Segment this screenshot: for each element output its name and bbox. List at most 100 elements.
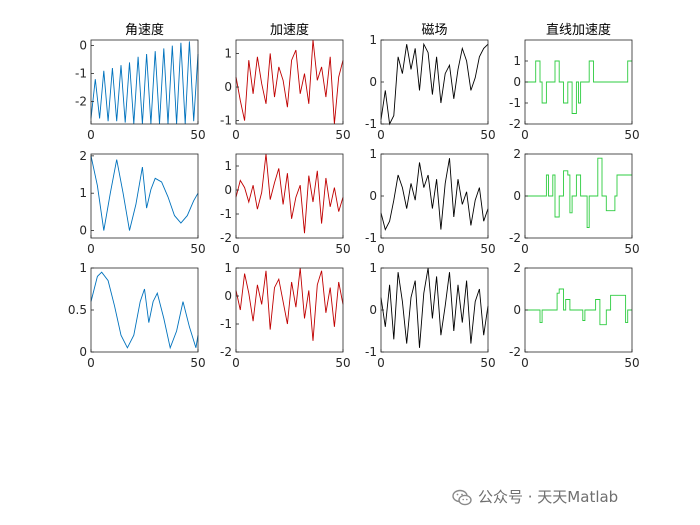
subplot-r2c4-y-tick-label: -2 — [509, 231, 521, 245]
subplot-r1c4-series-line — [525, 60, 632, 114]
subplot-r1c4-y-tick-label: -2 — [509, 117, 521, 131]
subplot-r3c2-y-tick-label: -2 — [220, 345, 232, 359]
subplot-r3c2-y-tick-label: 0 — [224, 289, 232, 303]
subplot-r2c4-x-tick-label: 50 — [624, 242, 639, 256]
subplot-r3c2-axes-box — [235, 267, 344, 353]
watermark: 公众号 · 天天Matlab — [452, 486, 618, 507]
subplot-r1c1-y-tick-label: -1 — [75, 67, 87, 81]
subplot-r1c1-y-tick-label: -2 — [75, 95, 87, 109]
watermark-text: 公众号 · 天天Matlab — [478, 488, 619, 506]
subplot-r1c1-y-tick-label: 0 — [79, 39, 87, 53]
subplot-r1c2-y-tick-label: 0 — [224, 80, 232, 94]
subplot-r3c3-y-tick-label: 1 — [369, 261, 377, 275]
subplot-r1c3-x-tick-label: 50 — [480, 128, 495, 142]
subplot-r2c1-y-tick-label: 0 — [79, 224, 87, 238]
subplot-r3c4-x-tick-label: 0 — [521, 356, 529, 370]
subplot-r1c1-x-tick-label: 50 — [190, 128, 205, 142]
subplot-r1c3-title: 磁场 — [421, 23, 447, 38]
subplot-r2c3-y-tick-label: 0 — [369, 189, 377, 203]
subplot-r3c4-x-tick-label: 50 — [624, 356, 639, 370]
subplot-r2c2-y-tick-label: -2 — [220, 231, 232, 245]
subplot-r1c3-y-tick-label: -1 — [365, 117, 377, 131]
subplot-r2c1-axes-box — [90, 153, 199, 239]
subplot-r1c2-series-line — [235, 39, 344, 125]
subplot-r3c2-x-tick-label: 50 — [335, 356, 350, 370]
subplot-r3c3-y-tick-label: 0 — [369, 303, 377, 317]
subplot-r2c1-x-tick-label: 0 — [87, 242, 95, 256]
subplot-r2c3-y-tick-label: 1 — [369, 147, 377, 161]
subplot-r3c4-y-tick-label: 0 — [513, 303, 521, 317]
subplot-r2c4-y-tick-label: 0 — [513, 189, 521, 203]
subplot-r3c1-series-line — [90, 271, 199, 350]
subplot-r1c3-y-tick-label: 1 — [369, 33, 377, 47]
subplot-r2c3-x-tick-label: 0 — [377, 242, 385, 256]
subplot-r1c2-x-tick-label: 0 — [232, 128, 240, 142]
subplot-r3c3-x-tick-label: 50 — [480, 356, 495, 370]
subplot-r3c3-y-tick-label: -1 — [365, 345, 377, 359]
subplot-r1c4-x-tick-label: 50 — [624, 128, 639, 142]
subplot-r1c2-y-tick-label: 1 — [224, 46, 232, 60]
subplot-r2c2-y-tick-label: -1 — [220, 207, 232, 221]
wechat-icon — [452, 489, 472, 505]
subplot-r2c2-x-tick-label: 0 — [232, 242, 240, 256]
subplot-r1c4-y-tick-label: -1 — [509, 96, 521, 110]
subplot-r2c2-y-tick-label: 1 — [224, 159, 232, 173]
subplot-r3c1: 0 50 1 0.5 0 — [68, 261, 206, 370]
subplot-r2c3-y-tick-label: -1 — [365, 231, 377, 245]
subplot-r2c3-series-line — [380, 158, 489, 231]
subplot-r3c3-x-tick-label: 0 — [377, 356, 385, 370]
subplot-r2c1: 0 50 2 1 0 — [79, 149, 205, 256]
subplot-r1c3-y-tick-label: 0 — [369, 75, 377, 89]
subplot-r3c1-y-tick-label: 0.5 — [68, 303, 87, 317]
subplot-r3c2-y-tick-label: -1 — [220, 317, 232, 331]
subplot-r3c2-x-tick-label: 0 — [232, 356, 240, 370]
subplot-r2c1-series-line — [90, 155, 199, 231]
subplot-r3c4-series-line — [525, 288, 632, 326]
subplot-r2c2-x-tick-label: 50 — [335, 242, 350, 256]
subplot-r1c1-x-tick-label: 0 — [87, 128, 95, 142]
subplot-r2c2-series-line — [235, 153, 344, 234]
subplot-r1c1-axes-box — [90, 39, 199, 125]
subplot-r2c1-y-tick-label: 2 — [79, 149, 87, 163]
subplot-r1c4-x-tick-label: 0 — [521, 128, 529, 142]
subplot-r3c2-series-line — [235, 267, 344, 341]
subplot-r1c3-axes-box — [380, 39, 489, 125]
subplot-r3c1-y-tick-label: 0 — [79, 345, 87, 359]
subplot-r2c1-x-tick-label: 50 — [190, 242, 205, 256]
subplot-r1c1: 0 50 0 -1 -2 角速度 — [75, 22, 206, 142]
subplot-r2c4-x-tick-label: 0 — [521, 242, 529, 256]
subplot-r1c4: 0 50 1 0 -1 -2 直线加速度 — [509, 22, 640, 142]
subplot-r2c2-y-tick-label: 0 — [224, 183, 232, 197]
subplot-r1c2-y-tick-label: -1 — [220, 114, 232, 128]
subplot-r2c2: 0 50 1 0 -1 -2 — [220, 153, 351, 256]
subplot-r1c4-title: 直线加速度 — [546, 22, 611, 38]
subplot-r3c1-x-tick-label: 0 — [87, 356, 95, 370]
subplot-r1c3-series-line — [380, 42, 489, 126]
subplot-r3c2: 0 50 1 0 -1 -2 — [220, 261, 351, 370]
subplot-r2c2-axes-box — [235, 153, 344, 239]
subplot-r2c4-y-tick-label: 2 — [513, 147, 521, 161]
subplot-r2c3-x-tick-label: 50 — [480, 242, 495, 256]
subplot-r1c1-title: 角速度 — [125, 22, 164, 38]
subplot-r1c2-x-tick-label: 50 — [335, 128, 350, 142]
subplot-r1c4-y-tick-label: 0 — [513, 75, 521, 89]
subplot-r3c1-y-tick-label: 1 — [79, 261, 87, 275]
subplot-r3c2-y-tick-label: 1 — [224, 261, 232, 275]
subplot-r2c1-y-tick-label: 1 — [79, 186, 87, 200]
subplot-r3c3-series-line — [380, 267, 489, 348]
subplot-r2c4-series-line — [525, 157, 632, 228]
subplot-r1c2-title: 加速度 — [270, 22, 309, 38]
subplot-r3c3-axes-box — [380, 267, 489, 353]
subplot-r3c4-y-tick-label: -2 — [509, 345, 521, 359]
subplot-r3c1-x-tick-label: 50 — [190, 356, 205, 370]
subplot-r1c3-x-tick-label: 0 — [377, 128, 385, 142]
subplot-r1c4-y-tick-label: 1 — [513, 54, 521, 68]
subplot-r3c4-y-tick-label: 2 — [513, 261, 521, 275]
